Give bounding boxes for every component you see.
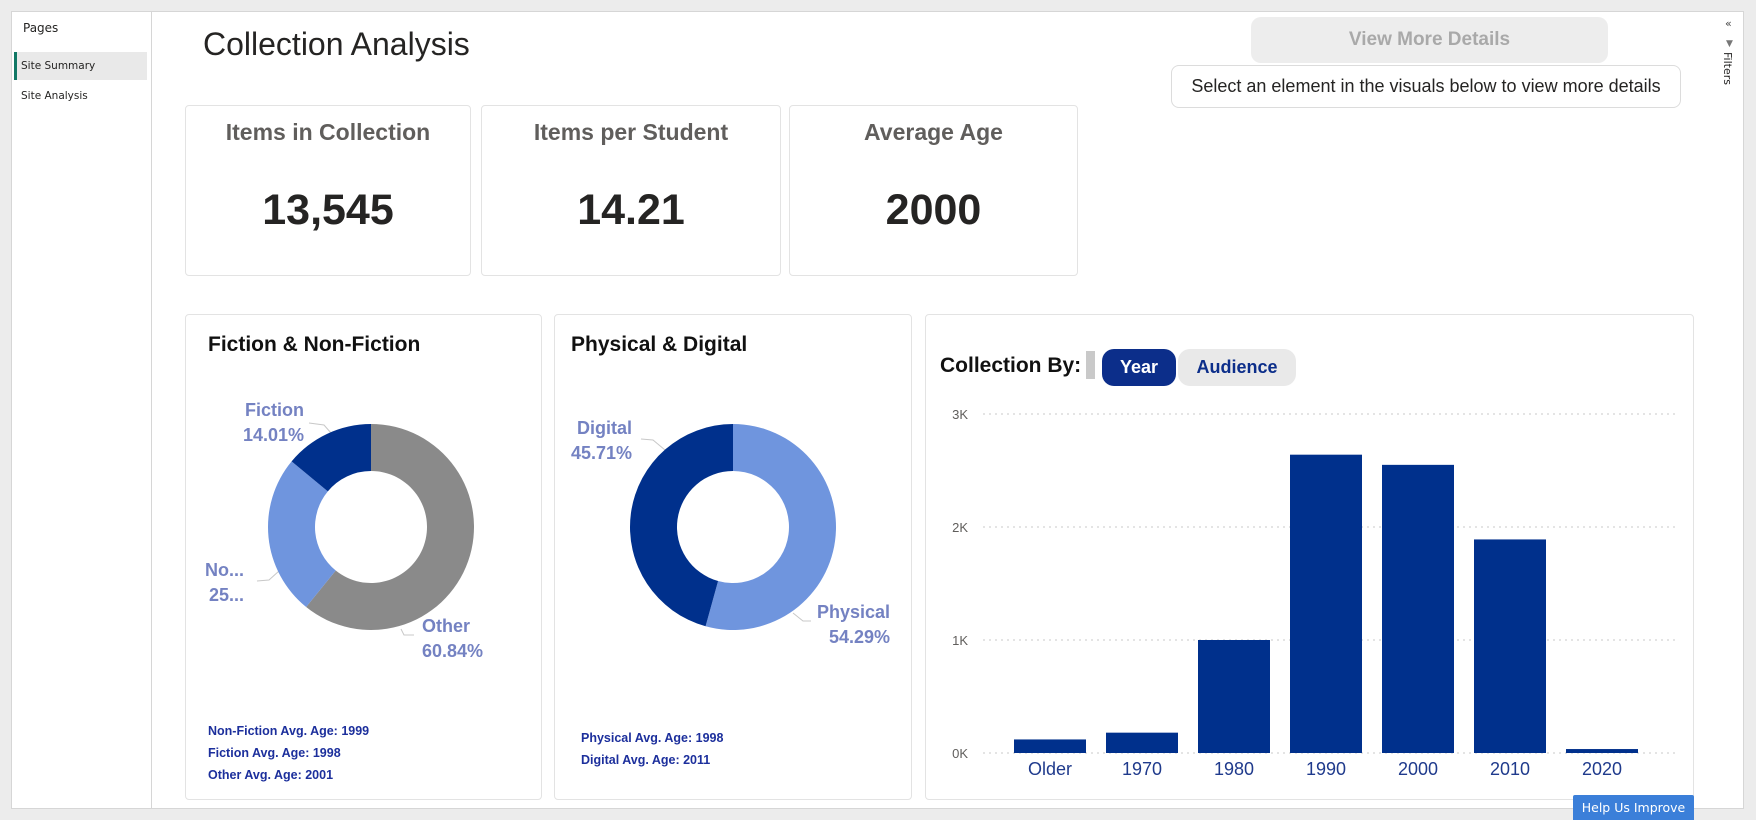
kpi-label: Items in Collection [225, 119, 431, 145]
label-pct: 45.71% [571, 443, 633, 463]
x-tick-label: 1980 [1214, 759, 1254, 779]
donut-slice-fiction[interactable] [291, 424, 371, 492]
kpi-value: 2000 [885, 186, 982, 234]
y-tick-label: 1K [952, 633, 968, 648]
leader-line [308, 422, 332, 434]
kpi-label: Items per Student [533, 119, 729, 145]
leader-line [792, 612, 811, 622]
collection-bar-chart[interactable]: 0K 1K 2K 3K Older 1970 1980 1990 2000 2010 2020 [926, 315, 1695, 801]
y-tick-label: 3K [952, 407, 968, 422]
bar-1990[interactable] [1290, 454, 1362, 753]
visual-title: Physical & Digital [571, 333, 748, 356]
y-tick-label: 0K [952, 746, 968, 761]
label-name: No... [205, 560, 244, 580]
bar-older[interactable] [1014, 739, 1086, 753]
label-pct: 60.84% [422, 641, 484, 661]
physical-digital-visual[interactable]: Physical & Digital Digital 45.71% Physic… [554, 314, 912, 800]
kpi-card-items-per-student[interactable]: Items per Student 14.21 [481, 105, 781, 276]
filter-funnel-icon: ▼ [1726, 39, 1733, 49]
fiction-donut-chart[interactable] [186, 315, 543, 801]
year-toggle-button[interactable]: Year [1102, 349, 1176, 386]
donut-slice-nonfiction[interactable] [268, 461, 336, 608]
label-pct: 54.29% [828, 627, 891, 647]
physical-donut-chart[interactable] [555, 315, 913, 801]
page-item-site-analysis[interactable]: Site Analysis [21, 90, 88, 102]
x-tick-label: 1970 [1122, 759, 1162, 779]
page-title: Collection Analysis [203, 26, 470, 62]
pages-pane: Pages Site Summary Site Analysis [12, 12, 152, 808]
label-name: Physical [817, 602, 891, 622]
label-name: Digital [577, 418, 633, 438]
bar-1970[interactable] [1106, 732, 1178, 753]
label-name: Fiction [245, 400, 304, 420]
fiction-slice-label[interactable]: Fiction 14.01% [241, 398, 304, 448]
page-item-site-summary[interactable]: Site Summary [14, 52, 147, 80]
bar-2000[interactable] [1382, 464, 1454, 753]
label-pct: 14.01% [242, 425, 304, 445]
fiction-avg-age: Fiction Avg. Age: 1998 [208, 746, 341, 760]
leader-line [256, 570, 280, 582]
x-tick-label: 2020 [1582, 759, 1622, 779]
leader-line [640, 438, 666, 451]
help-us-improve-button[interactable]: Help Us Improve [1573, 795, 1694, 820]
other-avg-age: Other Avg. Age: 2001 [208, 768, 334, 782]
kpi-card-items-in-collection[interactable]: Items in Collection 13,545 [185, 105, 471, 276]
audience-toggle-button[interactable]: Audience [1178, 349, 1296, 386]
label-name: Other [422, 616, 471, 636]
details-hint: Select an element in the visuals below t… [1171, 65, 1681, 108]
leader-line [400, 628, 414, 636]
visual-title: Collection By: [940, 354, 1082, 377]
view-more-details-button[interactable]: View More Details [1251, 17, 1608, 63]
digital-avg-age: Digital Avg. Age: 2011 [581, 753, 711, 767]
x-tick-label: 1990 [1306, 759, 1346, 779]
nonfiction-slice-label[interactable]: No... 25... [205, 558, 244, 608]
fiction-nonfiction-visual[interactable]: Fiction & Non-Fiction Fiction 14.01% No.… [185, 314, 542, 800]
x-tick-label: 2010 [1490, 759, 1530, 779]
x-tick-label: Older [1028, 759, 1072, 779]
slicer-separator [1086, 351, 1095, 379]
physical-avg-age: Physical Avg. Age: 1998 [581, 731, 724, 745]
kpi-value: 13,545 [262, 186, 394, 234]
bar-1980[interactable] [1198, 640, 1270, 753]
y-tick-label: 2K [952, 520, 968, 535]
label-pct: 25... [209, 585, 245, 605]
kpi-card-average-age[interactable]: Average Age 2000 [789, 105, 1078, 276]
donut-slice-digital[interactable] [630, 424, 733, 627]
kpi-label: Average Age [864, 119, 1003, 145]
bar-2020[interactable] [1566, 749, 1638, 753]
filters-label[interactable]: Filters [1721, 52, 1734, 85]
other-slice-label[interactable]: Other 60.84% [422, 614, 483, 664]
kpi-value: 14.21 [577, 186, 685, 234]
donut-slice-other[interactable] [306, 424, 474, 630]
digital-slice-label[interactable]: Digital 45.71% [571, 416, 632, 466]
filters-pane-collapsed[interactable]: « ▼ Filters [1718, 12, 1743, 808]
donut-slice-physical[interactable] [705, 424, 836, 630]
visual-title: Fiction & Non-Fiction [208, 333, 421, 356]
physical-slice-label[interactable]: Physical 54.29% [817, 600, 890, 650]
bar-2010[interactable] [1474, 539, 1546, 753]
collection-by-visual[interactable]: Collection By: Year Audience 0K 1K 2K 3K Old… [925, 314, 1694, 800]
x-tick-label: 2000 [1398, 759, 1438, 779]
expand-filters-chevron-icon[interactable]: « [1725, 17, 1732, 30]
nonfiction-avg-age: Non-Fiction Avg. Age: 1999 [208, 724, 370, 738]
pages-pane-title: Pages [23, 21, 59, 35]
